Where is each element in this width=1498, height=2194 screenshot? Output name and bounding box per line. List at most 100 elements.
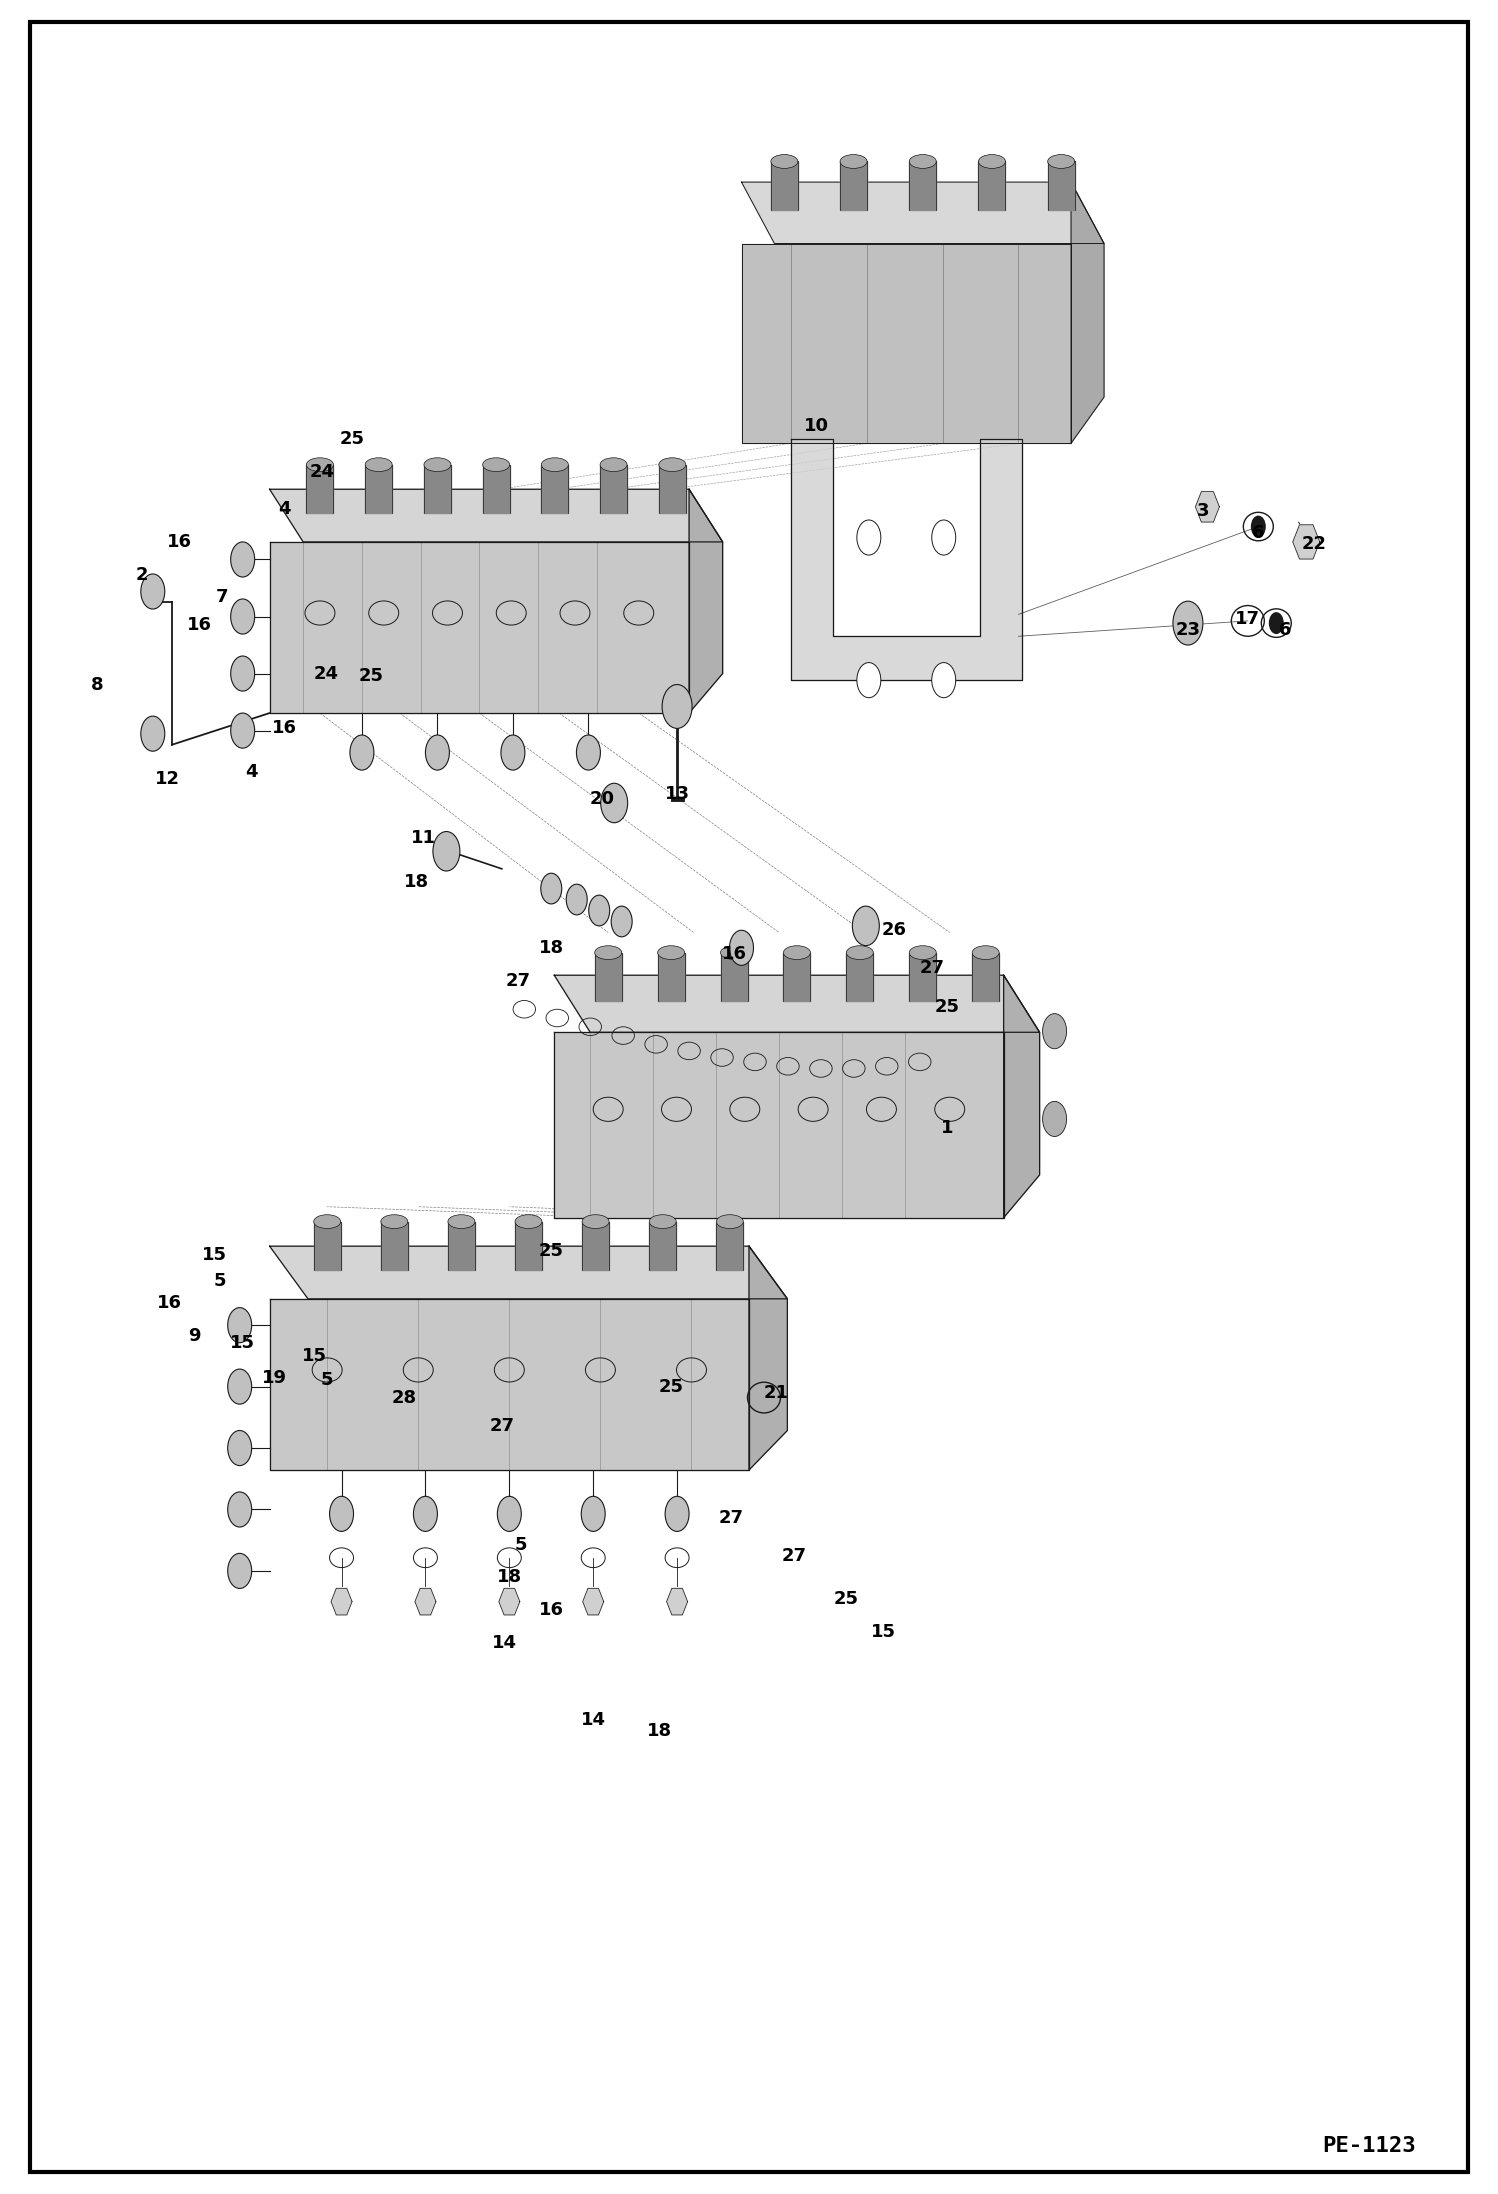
Circle shape bbox=[611, 906, 632, 937]
Text: 27: 27 bbox=[920, 959, 944, 976]
Text: 6: 6 bbox=[1279, 621, 1291, 638]
Polygon shape bbox=[716, 1222, 743, 1270]
Circle shape bbox=[141, 575, 165, 610]
Circle shape bbox=[1043, 1101, 1067, 1136]
Circle shape bbox=[730, 930, 753, 965]
Polygon shape bbox=[595, 952, 622, 1000]
Text: 2: 2 bbox=[136, 566, 148, 584]
Polygon shape bbox=[909, 952, 936, 1000]
Ellipse shape bbox=[515, 1215, 542, 1229]
Circle shape bbox=[228, 1369, 252, 1404]
Polygon shape bbox=[601, 465, 628, 513]
Ellipse shape bbox=[424, 459, 451, 472]
Text: 25: 25 bbox=[360, 667, 383, 685]
Text: 27: 27 bbox=[782, 1547, 806, 1564]
Circle shape bbox=[231, 656, 255, 691]
Text: 15: 15 bbox=[231, 1334, 255, 1352]
Polygon shape bbox=[554, 974, 1040, 1033]
Polygon shape bbox=[1004, 974, 1040, 1218]
Polygon shape bbox=[424, 465, 451, 513]
Circle shape bbox=[857, 663, 881, 698]
Polygon shape bbox=[721, 952, 748, 1000]
Text: 21: 21 bbox=[764, 1384, 788, 1402]
Text: 27: 27 bbox=[490, 1417, 514, 1435]
Polygon shape bbox=[331, 1588, 352, 1615]
Polygon shape bbox=[846, 952, 873, 1000]
Circle shape bbox=[351, 735, 374, 770]
Polygon shape bbox=[667, 1588, 688, 1615]
Polygon shape bbox=[1293, 524, 1320, 559]
Ellipse shape bbox=[366, 459, 392, 472]
Text: 10: 10 bbox=[804, 417, 828, 434]
Text: 18: 18 bbox=[647, 1722, 671, 1740]
Circle shape bbox=[500, 735, 524, 770]
Polygon shape bbox=[554, 1033, 1004, 1218]
Text: 4: 4 bbox=[279, 500, 291, 518]
Text: 13: 13 bbox=[665, 785, 689, 803]
Text: 24: 24 bbox=[310, 463, 334, 480]
Polygon shape bbox=[366, 465, 392, 513]
Text: 11: 11 bbox=[412, 829, 436, 847]
Polygon shape bbox=[649, 1222, 676, 1270]
Text: 22: 22 bbox=[1302, 535, 1326, 553]
Text: 23: 23 bbox=[1176, 621, 1200, 638]
Text: 5: 5 bbox=[214, 1273, 226, 1290]
Text: 16: 16 bbox=[157, 1294, 181, 1312]
Ellipse shape bbox=[716, 1215, 743, 1229]
Circle shape bbox=[577, 735, 601, 770]
Ellipse shape bbox=[721, 946, 748, 959]
Text: 27: 27 bbox=[506, 972, 530, 989]
Circle shape bbox=[330, 1496, 354, 1531]
Circle shape bbox=[231, 713, 255, 748]
Ellipse shape bbox=[840, 154, 867, 169]
Polygon shape bbox=[978, 162, 1005, 211]
Circle shape bbox=[228, 1430, 252, 1466]
Circle shape bbox=[589, 895, 610, 926]
Text: 17: 17 bbox=[1236, 610, 1260, 627]
Ellipse shape bbox=[583, 1215, 610, 1229]
Polygon shape bbox=[783, 952, 810, 1000]
Polygon shape bbox=[972, 952, 999, 1000]
Circle shape bbox=[932, 663, 956, 698]
Text: 12: 12 bbox=[156, 770, 180, 788]
Circle shape bbox=[1173, 601, 1203, 645]
Polygon shape bbox=[749, 1246, 788, 1470]
Polygon shape bbox=[270, 489, 722, 542]
Circle shape bbox=[228, 1553, 252, 1588]
Text: 16: 16 bbox=[168, 533, 192, 551]
Text: 20: 20 bbox=[590, 790, 614, 807]
Polygon shape bbox=[909, 162, 936, 211]
Ellipse shape bbox=[313, 1215, 340, 1229]
Text: 19: 19 bbox=[262, 1369, 286, 1387]
Polygon shape bbox=[583, 1588, 604, 1615]
Ellipse shape bbox=[909, 946, 936, 959]
Text: 18: 18 bbox=[497, 1569, 521, 1586]
Circle shape bbox=[413, 1496, 437, 1531]
Ellipse shape bbox=[771, 154, 798, 169]
Text: 16: 16 bbox=[722, 946, 746, 963]
Ellipse shape bbox=[380, 1215, 407, 1229]
Circle shape bbox=[566, 884, 587, 915]
Polygon shape bbox=[515, 1222, 542, 1270]
Circle shape bbox=[541, 873, 562, 904]
Ellipse shape bbox=[595, 946, 622, 959]
Ellipse shape bbox=[448, 1215, 475, 1229]
Polygon shape bbox=[307, 465, 334, 513]
Ellipse shape bbox=[659, 459, 686, 472]
Circle shape bbox=[141, 715, 165, 750]
Text: 15: 15 bbox=[872, 1624, 896, 1641]
Ellipse shape bbox=[601, 459, 628, 472]
Ellipse shape bbox=[846, 946, 873, 959]
Text: 8: 8 bbox=[91, 676, 103, 693]
Circle shape bbox=[665, 1496, 689, 1531]
Circle shape bbox=[228, 1308, 252, 1343]
Polygon shape bbox=[771, 162, 798, 211]
Circle shape bbox=[231, 599, 255, 634]
Text: 14: 14 bbox=[493, 1635, 517, 1652]
Polygon shape bbox=[689, 489, 722, 713]
Polygon shape bbox=[1071, 182, 1104, 443]
Polygon shape bbox=[270, 1246, 788, 1299]
Text: 6: 6 bbox=[1252, 524, 1264, 542]
Ellipse shape bbox=[909, 154, 936, 169]
Ellipse shape bbox=[658, 946, 685, 959]
